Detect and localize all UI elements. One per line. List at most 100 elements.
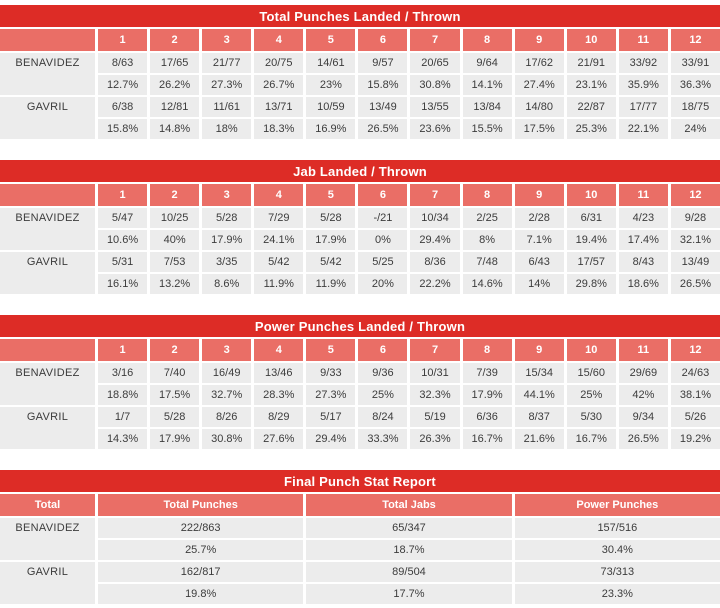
percent-cell: 18.3% [254,119,304,139]
summary-header-cell: Power Punches [514,494,720,516]
percent-cell: 14.8% [150,119,200,139]
landed-thrown-cell: 222/863 [98,518,304,538]
landed-thrown-cell: 33/92 [618,53,668,73]
percent-cell: 10.6% [98,230,148,250]
percent-cell: 21.6% [514,429,564,449]
stats-table-power-punches: Power Punches Landed / Thrown 1 2 3 4 5 6 7 8 9 10… [0,315,720,449]
landed-thrown-cell: 13/46 [254,363,304,383]
percent-cell: 17.9% [202,230,252,250]
round-header-cell: 2 [150,339,200,361]
landed-thrown-cell: 162/817 [98,562,304,582]
landed-thrown-cell: 13/49 [358,97,408,117]
percent-cell: 22.2% [410,274,460,294]
percent-cell: 29.4% [306,429,356,449]
player-name-cell: BENAVIDEZ [0,208,95,250]
landed-thrown-cell: 10/59 [306,97,356,117]
landed-thrown-cell: 6/43 [514,252,564,272]
player-name-label: GAVRIL [26,101,69,113]
landed-thrown-cell: 5/42 [254,252,304,272]
round-header-cell: 1 [98,184,148,206]
round-header-cell: 5 [306,339,356,361]
percent-cell: 26.3% [410,429,460,449]
percent-cell: 17.9% [462,385,512,405]
percent-cell: 38.1% [670,385,720,405]
round-header-cell: 4 [254,29,304,51]
round-header-cell: 7 [410,339,460,361]
percent-cell: 22.1% [618,119,668,139]
round-header-cell: 10 [566,184,616,206]
landed-thrown-cell: 14/80 [514,97,564,117]
round-header-cell: 10 [566,29,616,51]
summary-header-cell: Total Jabs [306,494,512,516]
percent-cell: 0% [358,230,408,250]
round-header-cell: 8 [462,339,512,361]
landed-thrown-cell: 6/38 [98,97,148,117]
landed-thrown-cell: 21/91 [566,53,616,73]
stats-grid-power-punches: 1 2 3 4 5 6 7 8 9 10 11 12 BENAVIDEZ 3/16 7/40 16/49 13/… [0,339,720,449]
landed-thrown-cell: 5/17 [306,407,356,427]
round-header-cell: 3 [202,29,252,51]
player-name-label: GAVRIL [26,566,69,578]
landed-thrown-cell: 157/516 [514,518,720,538]
landed-thrown-cell: 8/37 [514,407,564,427]
landed-thrown-cell: 5/19 [410,407,460,427]
percent-cell: 14% [514,274,564,294]
player-name-cell: GAVRIL [0,407,95,449]
landed-thrown-cell: 6/36 [462,407,512,427]
landed-thrown-cell: 5/25 [358,252,408,272]
landed-thrown-cell: 11/61 [202,97,252,117]
percent-cell: 32.3% [410,385,460,405]
landed-thrown-cell: 13/84 [462,97,512,117]
percent-cell: 26.5% [670,274,720,294]
player-name-cell: BENAVIDEZ [0,53,95,95]
landed-thrown-cell: 16/49 [202,363,252,383]
percent-cell: 33.3% [358,429,408,449]
percent-cell: 26.5% [358,119,408,139]
landed-thrown-cell: 2/25 [462,208,512,228]
round-header-cell: 9 [514,29,564,51]
player-name-label: BENAVIDEZ [15,367,80,379]
player-name-cell: BENAVIDEZ [0,363,95,405]
landed-thrown-cell: 2/28 [514,208,564,228]
player-name-cell: GAVRIL [0,252,95,294]
landed-thrown-cell: 17/77 [618,97,668,117]
percent-cell: 14.1% [462,75,512,95]
landed-thrown-cell: 13/55 [410,97,460,117]
round-header-cell: 11 [618,339,668,361]
landed-thrown-cell: 5/28 [150,407,200,427]
percent-cell: 29.4% [410,230,460,250]
landed-thrown-cell: 65/347 [306,518,512,538]
player-name-label: GAVRIL [26,411,69,423]
landed-thrown-cell: 15/60 [566,363,616,383]
round-header-cell: 3 [202,339,252,361]
percent-cell: 27.3% [202,75,252,95]
percent-cell: 27.3% [306,385,356,405]
percent-cell: 44.1% [514,385,564,405]
landed-thrown-cell: 9/64 [462,53,512,73]
percent-cell: 30.8% [202,429,252,449]
landed-thrown-cell: 29/69 [618,363,668,383]
landed-thrown-cell: 3/16 [98,363,148,383]
round-header-cell: 9 [514,184,564,206]
round-header-cell: 11 [618,29,668,51]
landed-thrown-cell: 13/71 [254,97,304,117]
percent-cell: 16.1% [98,274,148,294]
percent-cell: 25.7% [98,540,304,560]
round-header-cell: 10 [566,339,616,361]
landed-thrown-cell: 8/29 [254,407,304,427]
percent-cell: 32.1% [670,230,720,250]
percent-cell: 30.8% [410,75,460,95]
landed-thrown-cell: 7/53 [150,252,200,272]
landed-thrown-cell: 5/28 [202,208,252,228]
landed-thrown-cell: 13/49 [670,252,720,272]
round-header-cell: 7 [410,29,460,51]
landed-thrown-cell: 24/63 [670,363,720,383]
landed-thrown-cell: 33/91 [670,53,720,73]
percent-cell: 20% [358,274,408,294]
round-header-cell: 2 [150,184,200,206]
percent-cell: 8.6% [202,274,252,294]
player-name-cell: GAVRIL [0,562,95,604]
percent-cell: 27.4% [514,75,564,95]
percent-cell: 12.7% [98,75,148,95]
